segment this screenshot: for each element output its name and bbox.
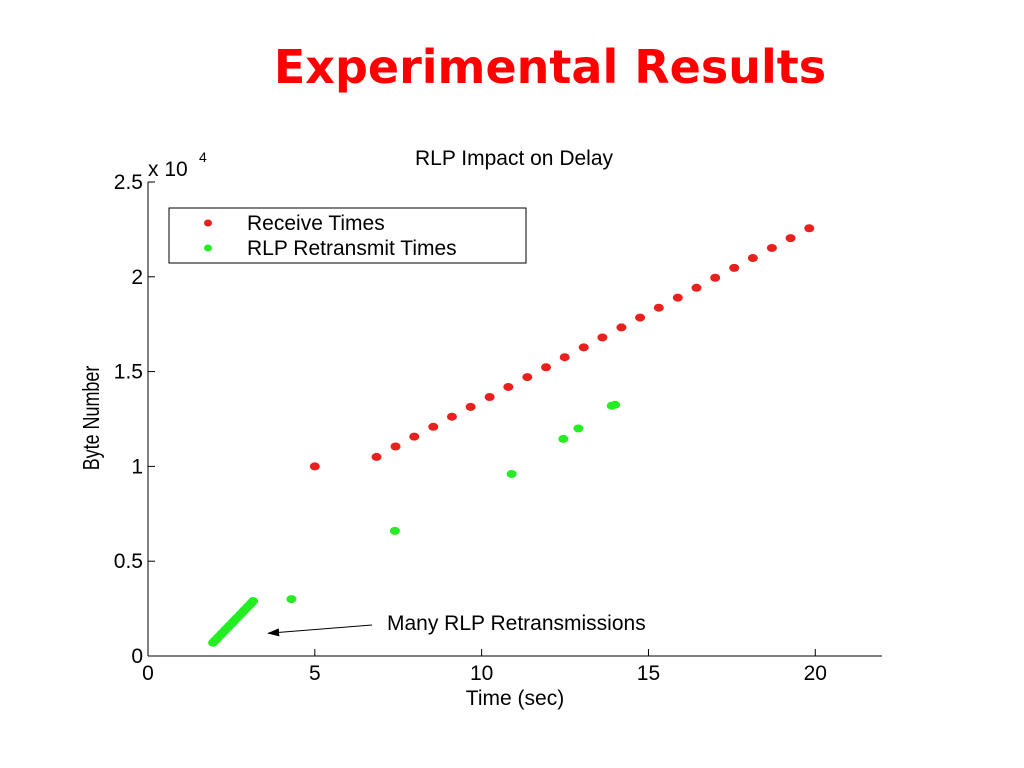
y-multiplier-exponent: 4 [199, 149, 207, 165]
data-point [804, 224, 815, 233]
y-tick-label: 2 [131, 266, 143, 289]
data-marks [208, 224, 815, 647]
data-point [635, 313, 646, 322]
data-point [672, 293, 683, 302]
data-point [653, 303, 664, 312]
data-point [286, 595, 297, 604]
y-multiplier-label: x 10 [148, 158, 188, 181]
data-point [766, 243, 777, 252]
y-multiplier: x 10 4 [148, 149, 207, 181]
data-point [559, 353, 570, 362]
data-point [710, 273, 721, 282]
slide-title: Experimental Results [273, 40, 827, 94]
data-point [248, 597, 259, 606]
data-point [503, 382, 514, 391]
data-point [573, 424, 584, 433]
data-point [578, 343, 589, 352]
x-tick-label: 20 [804, 662, 827, 685]
data-point [610, 400, 621, 409]
data-point [522, 373, 533, 382]
data-point [541, 363, 552, 372]
series-2 [208, 400, 621, 647]
data-point [785, 234, 796, 243]
annotation-arrow [267, 624, 373, 637]
data-point [446, 412, 457, 421]
x-tick-label: 10 [470, 662, 493, 685]
y-axis-label: Byte Number [79, 366, 105, 471]
data-point [428, 422, 439, 431]
legend-label: RLP Retransmit Times [247, 237, 457, 260]
y-tick-label: 0 [131, 645, 143, 668]
annotation-text: Many RLP Retransmissions [387, 612, 646, 635]
x-tick-label: 5 [309, 662, 321, 685]
data-point [506, 469, 517, 478]
annotation: Many RLP Retransmissions [267, 612, 646, 637]
data-point [691, 283, 702, 292]
chart-title: RLP Impact on Delay [415, 147, 614, 170]
y-tick-label: 1.5 [114, 361, 143, 384]
legend-marker [204, 244, 212, 252]
data-point [484, 393, 495, 402]
data-point [390, 442, 401, 451]
legend-box [168, 207, 527, 264]
data-point [729, 263, 740, 272]
x-tick-label: 15 [637, 662, 660, 685]
x-tick-label: 0 [142, 662, 154, 685]
data-point [597, 333, 608, 342]
data-point [309, 462, 320, 471]
y-tick-label: 1 [131, 455, 143, 478]
data-point [616, 323, 627, 332]
data-point [409, 432, 420, 441]
data-point [465, 402, 476, 411]
series-1 [309, 224, 815, 471]
y-tick-label: 0.5 [114, 550, 143, 573]
y-tick-label: 2.5 [114, 171, 143, 194]
data-point [747, 254, 758, 263]
plot-axes: 0 5 10 15 20 0 0.5 1 1.5 2 2.5 [114, 171, 882, 685]
legend-marker [204, 219, 212, 227]
data-point [558, 434, 569, 443]
data-point [371, 452, 382, 461]
data-point [389, 526, 400, 535]
x-axis-label: Time (sec) [466, 687, 564, 710]
legend-label: Receive Times [247, 212, 385, 235]
